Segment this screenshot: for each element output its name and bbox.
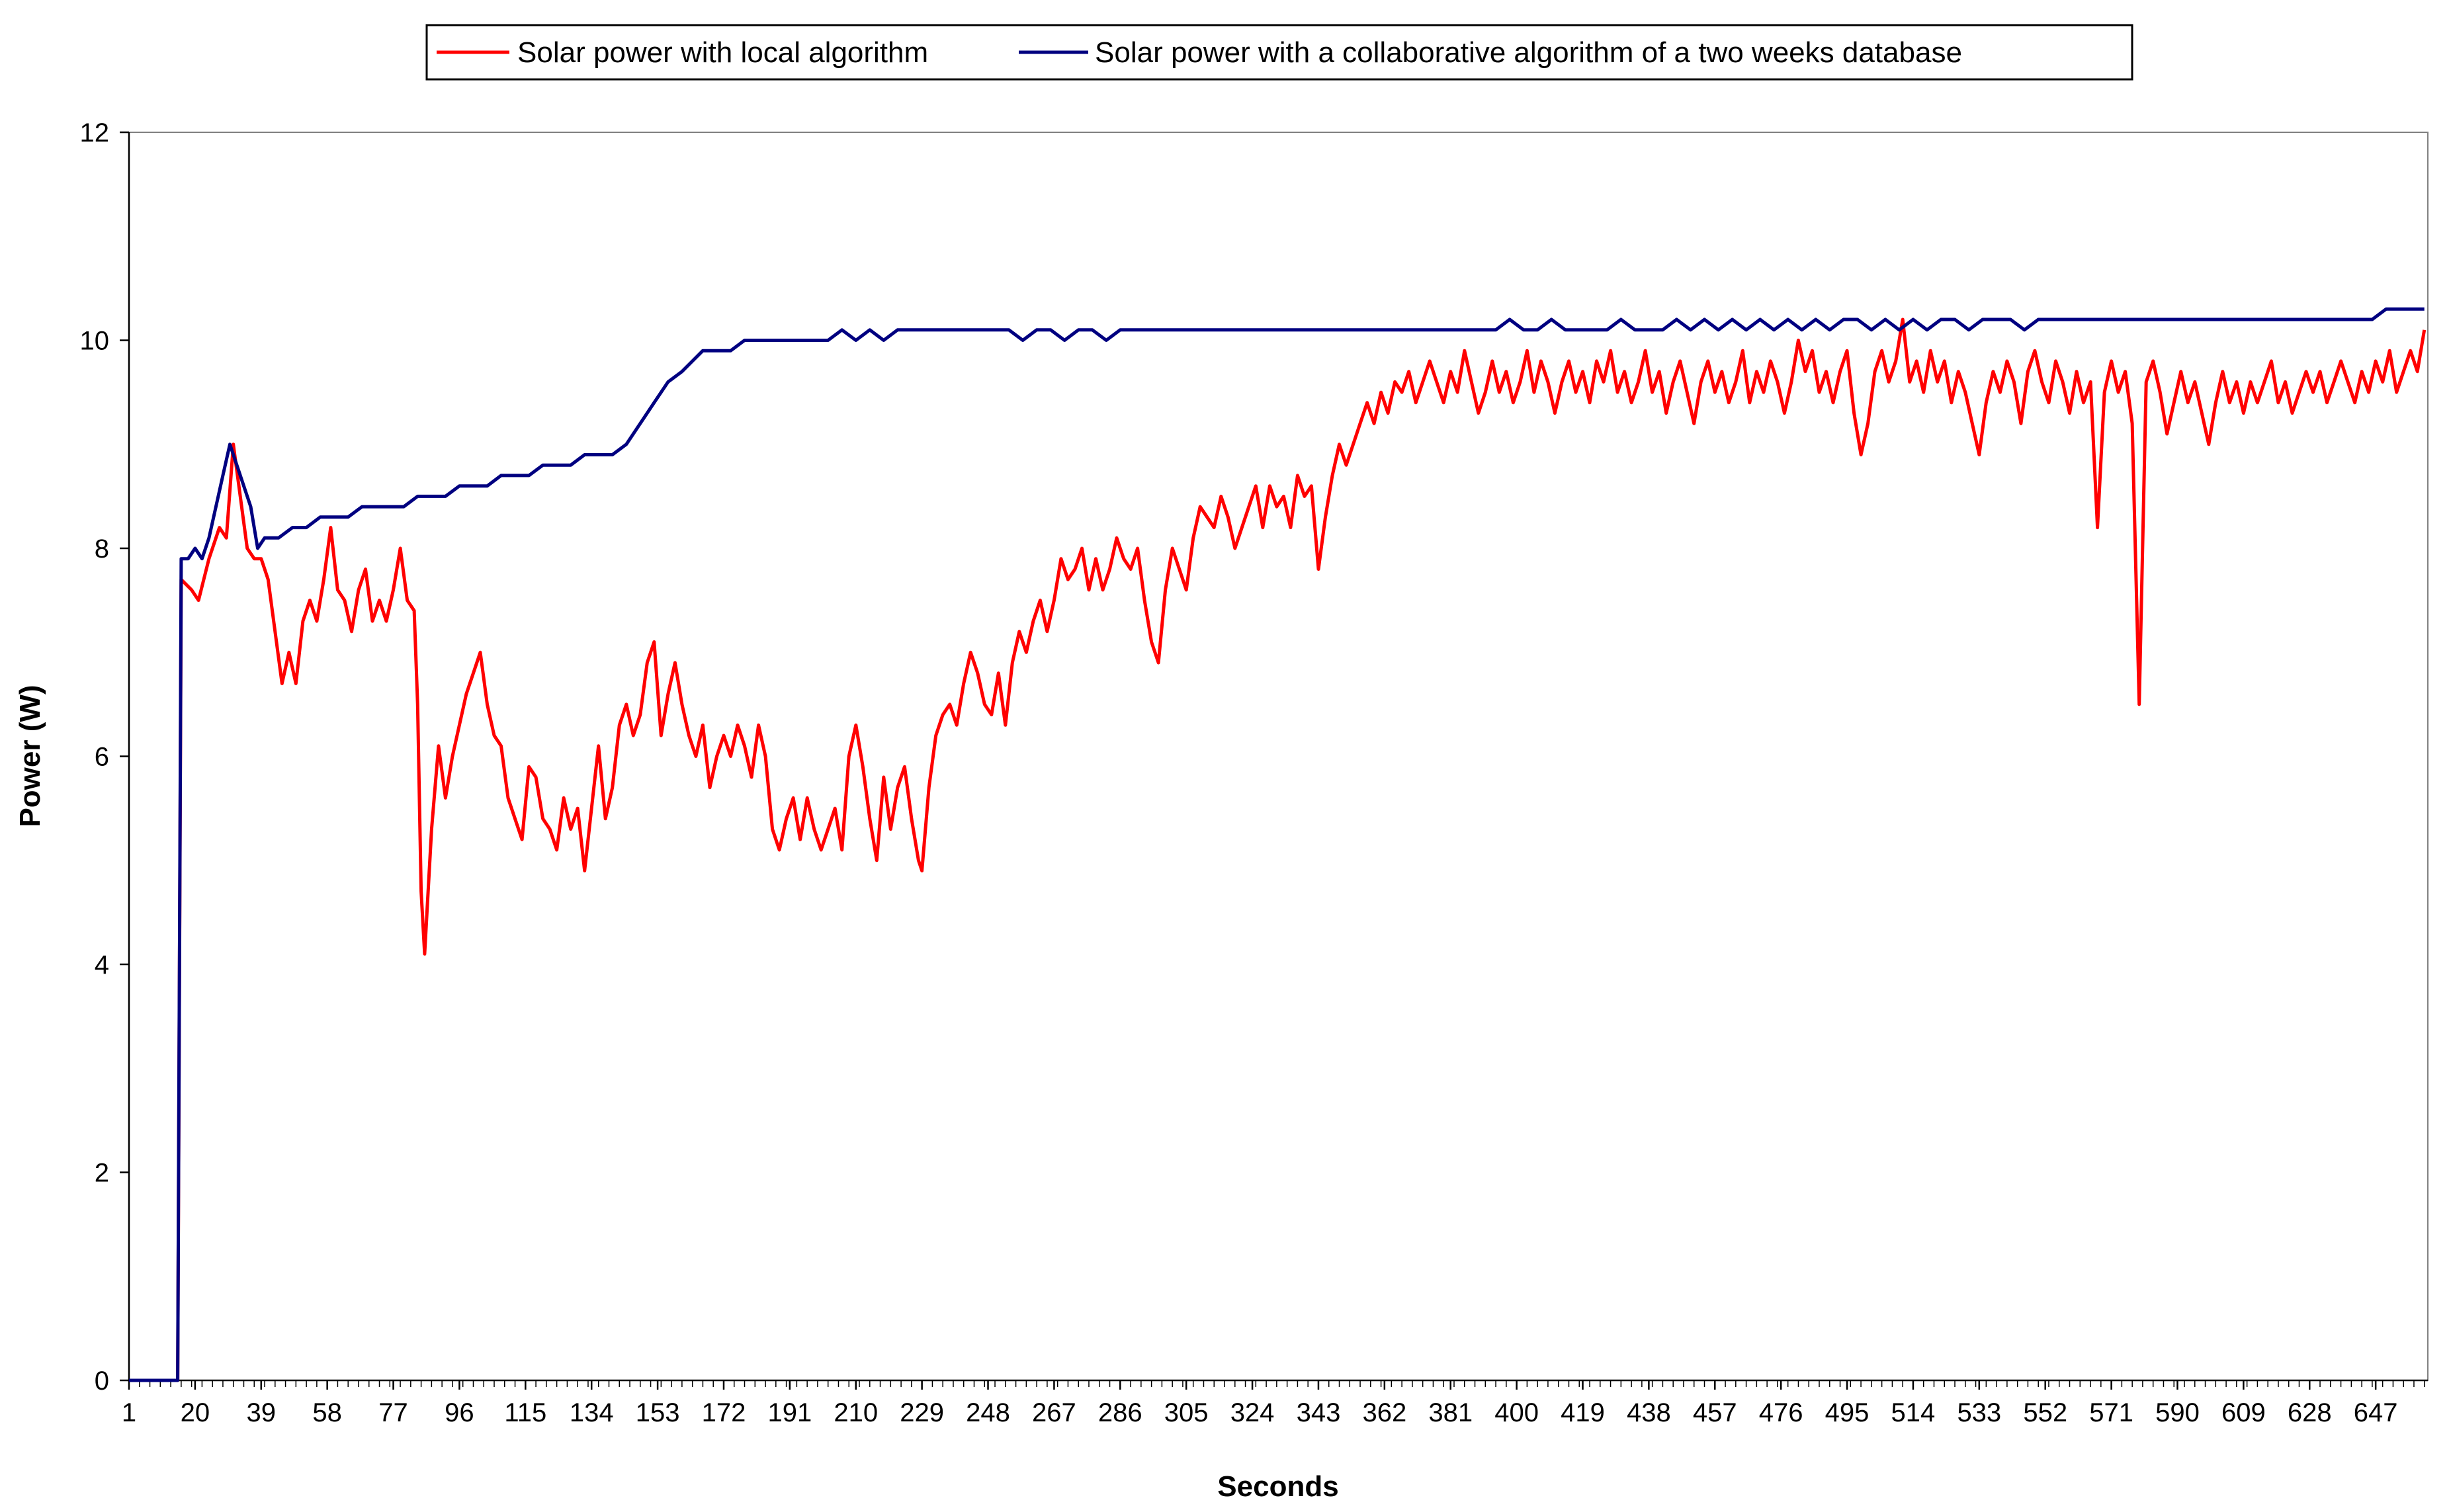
x-tick-label: 400 [1494,1398,1539,1427]
x-tick-label: 495 [1825,1398,1870,1427]
y-tick-label: 2 [95,1159,109,1188]
legend-label-collaborative: Solar power with a collaborative algorit… [1095,36,1962,69]
x-tick-label: 77 [378,1398,408,1427]
x-tick-label: 590 [2155,1398,2200,1427]
y-tick-label: 8 [95,534,109,564]
x-tick-label: 191 [767,1398,812,1427]
x-tick-label: 419 [1561,1398,1605,1427]
x-tick-label: 229 [900,1398,944,1427]
x-tick-label: 267 [1032,1398,1076,1427]
y-tick-label: 12 [80,118,110,147]
x-tick-label: 628 [2288,1398,2332,1427]
x-tick-label: 96 [445,1398,474,1427]
x-tick-label: 343 [1297,1398,1341,1427]
x-tick-label: 324 [1230,1398,1275,1427]
series-line-collaborative [129,307,2425,1382]
x-tick-label: 172 [702,1398,746,1427]
y-tick-label: 10 [80,327,110,356]
y-tick-label: 0 [95,1366,109,1396]
x-tick-label: 248 [966,1398,1010,1427]
x-tick-label: 20 [181,1398,210,1427]
legend-label-local: Solar power with local algorithm [517,36,928,69]
x-tick-label: 115 [504,1398,546,1427]
x-tick-label: 514 [1891,1398,1936,1427]
y-axis-title: Power (W) [14,685,46,827]
x-tick-label: 552 [2023,1398,2067,1427]
y-tick-label: 6 [95,743,109,772]
x-tick-label: 571 [2089,1398,2133,1427]
y-axis: 0 2 4 6 8 10 12 [80,118,130,1396]
x-tick-label: 1 [122,1398,136,1427]
x-tick-label: 362 [1362,1398,1406,1427]
x-tick-label: 457 [1693,1398,1737,1427]
y-tick-label: 4 [95,950,109,980]
x-axis-title: Seconds [1217,1470,1338,1503]
x-tick-label: 533 [1957,1398,2001,1427]
series-line-local [129,317,2427,1382]
x-tick-label: 153 [636,1398,680,1427]
x-tick-label: 210 [834,1398,878,1427]
x-tick-label: 58 [312,1398,342,1427]
x-axis: 1 20 39 58 77 96 115 134 153 172 191 210 229 248 267 28… [122,1379,2428,1427]
x-tick-label: 39 [247,1398,277,1427]
x-tick-label: 647 [2354,1398,2398,1427]
x-tick-label: 438 [1627,1398,1671,1427]
legend: Solar power with local algorithm Solar p… [425,24,2133,81]
series-layer [129,307,2427,1382]
x-tick-label: 286 [1098,1398,1142,1427]
x-tick-label: 305 [1164,1398,1209,1427]
x-tick-label: 381 [1428,1398,1473,1427]
x-tick-label: 134 [570,1398,614,1427]
x-tick-label: 609 [2221,1398,2266,1427]
legend-box [425,24,2133,81]
x-tick-label: 476 [1759,1398,1803,1427]
